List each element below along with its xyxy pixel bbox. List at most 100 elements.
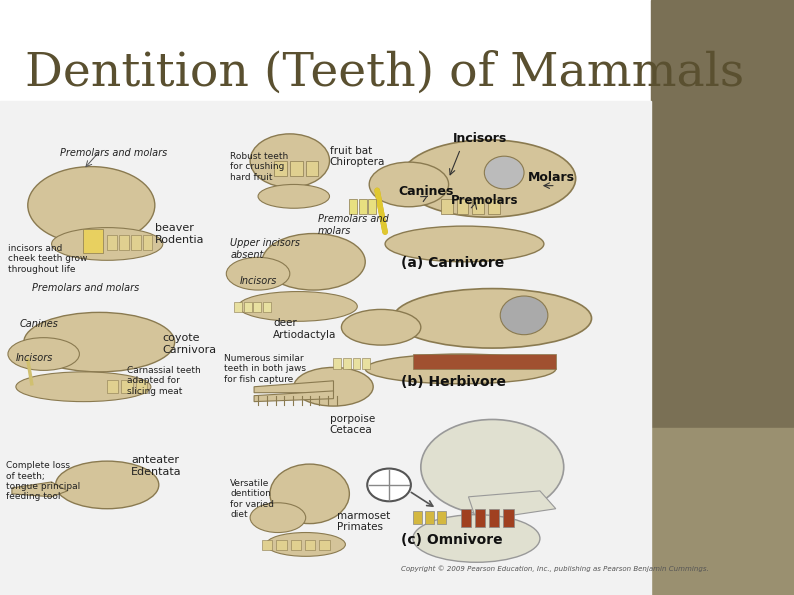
Ellipse shape: [28, 167, 155, 244]
Bar: [413, 354, 556, 369]
Ellipse shape: [369, 162, 449, 206]
Bar: [651, 428, 794, 595]
Text: marmoset
Primates: marmoset Primates: [337, 511, 391, 532]
Bar: [107, 380, 118, 393]
Text: Canines: Canines: [399, 184, 454, 198]
Ellipse shape: [367, 469, 411, 501]
Text: Incisors: Incisors: [240, 276, 277, 286]
Text: Dentition (Teeth) of Mammals: Dentition (Teeth) of Mammals: [25, 51, 745, 96]
Text: porpoise
Cetacea: porpoise Cetacea: [330, 414, 375, 435]
Bar: [290, 161, 303, 176]
Text: deer
Artiodactyla: deer Artiodactyla: [273, 318, 337, 340]
Text: beaver
Rodentia: beaver Rodentia: [155, 223, 204, 245]
Bar: [413, 511, 422, 524]
Bar: [234, 302, 242, 312]
Bar: [488, 199, 500, 214]
Text: Complete loss
of teeth;
tongue principal
feeding tool: Complete loss of teeth; tongue principal…: [6, 461, 81, 502]
Bar: [368, 199, 376, 214]
Text: (b) Herbivore: (b) Herbivore: [401, 375, 506, 389]
Polygon shape: [12, 482, 67, 497]
Bar: [83, 229, 103, 253]
Bar: [503, 509, 514, 527]
Bar: [319, 540, 330, 550]
Text: Canines: Canines: [20, 320, 59, 329]
Text: Incisors: Incisors: [16, 353, 53, 363]
Bar: [489, 509, 499, 527]
Bar: [359, 199, 367, 214]
Polygon shape: [468, 491, 556, 521]
Text: Premolars: Premolars: [451, 194, 518, 207]
Text: Copyright © 2009 Pearson Education, Inc., publishing as Pearson Benjamin Cumming: Copyright © 2009 Pearson Education, Inc.…: [401, 566, 709, 572]
Text: anteater
Edentata: anteater Edentata: [131, 455, 182, 477]
Bar: [244, 302, 252, 312]
Bar: [461, 509, 471, 527]
Ellipse shape: [401, 140, 576, 217]
Ellipse shape: [393, 289, 592, 348]
Ellipse shape: [500, 296, 548, 334]
Bar: [437, 511, 446, 524]
Ellipse shape: [250, 134, 330, 187]
Polygon shape: [254, 391, 333, 402]
Bar: [143, 235, 152, 250]
Ellipse shape: [52, 228, 163, 261]
Bar: [107, 235, 117, 250]
Bar: [131, 235, 141, 250]
Bar: [353, 358, 360, 369]
Ellipse shape: [16, 372, 151, 402]
Text: Versatile
dentition
for varied
diet: Versatile dentition for varied diet: [230, 479, 274, 519]
Bar: [457, 199, 468, 214]
Ellipse shape: [250, 503, 306, 533]
Text: (c) Omnivore: (c) Omnivore: [401, 533, 503, 547]
Ellipse shape: [8, 338, 79, 370]
Ellipse shape: [484, 156, 524, 189]
Bar: [306, 161, 318, 176]
Ellipse shape: [24, 312, 175, 372]
Bar: [274, 161, 287, 176]
Bar: [253, 302, 261, 312]
Text: Premolars and molars: Premolars and molars: [60, 148, 167, 158]
Bar: [0, 0, 651, 595]
Text: fruit bat
Chiroptera: fruit bat Chiroptera: [330, 146, 385, 167]
Bar: [276, 540, 287, 550]
Polygon shape: [254, 381, 333, 393]
Text: (a) Carnivore: (a) Carnivore: [401, 256, 504, 270]
Bar: [651, 0, 794, 428]
Ellipse shape: [385, 226, 544, 262]
Bar: [305, 540, 315, 550]
Text: Molars: Molars: [528, 171, 575, 184]
Ellipse shape: [413, 515, 540, 562]
Ellipse shape: [421, 419, 564, 515]
Bar: [136, 380, 147, 393]
Text: coyote
Carnivora: coyote Carnivora: [163, 333, 217, 355]
Ellipse shape: [226, 257, 290, 290]
Bar: [121, 380, 133, 393]
Text: Premolars and
molars: Premolars and molars: [318, 214, 388, 236]
Bar: [0, 101, 651, 595]
Bar: [343, 358, 351, 369]
Text: Incisors: Incisors: [453, 132, 507, 145]
Ellipse shape: [258, 184, 330, 208]
Bar: [262, 540, 272, 550]
Bar: [362, 358, 370, 369]
Ellipse shape: [266, 533, 345, 556]
Bar: [263, 302, 271, 312]
Text: Carnassial teeth
adapted for
slicing meat: Carnassial teeth adapted for slicing mea…: [127, 366, 201, 396]
Bar: [349, 199, 357, 214]
Text: Upper incisors
absent: Upper incisors absent: [230, 238, 300, 259]
Bar: [119, 235, 129, 250]
Text: Numerous similar
teeth in both jaws
for fish capture: Numerous similar teeth in both jaws for …: [224, 354, 306, 384]
Ellipse shape: [341, 309, 421, 345]
Bar: [291, 540, 301, 550]
Bar: [333, 358, 341, 369]
Bar: [425, 511, 434, 524]
Ellipse shape: [56, 461, 159, 509]
Bar: [472, 199, 484, 214]
Bar: [475, 509, 485, 527]
Ellipse shape: [238, 292, 357, 321]
Ellipse shape: [294, 367, 373, 406]
Text: incisors and
cheek teeth grow
throughout life: incisors and cheek teeth grow throughout…: [8, 244, 87, 274]
Ellipse shape: [270, 464, 349, 524]
Text: Premolars and molars: Premolars and molars: [32, 283, 139, 293]
Ellipse shape: [262, 233, 365, 290]
Ellipse shape: [365, 354, 556, 384]
